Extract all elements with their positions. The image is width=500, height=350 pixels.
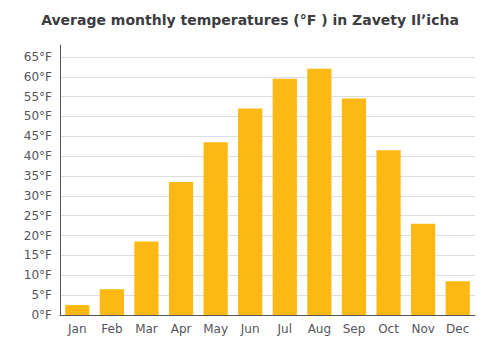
svg-text:Jan: Jan — [67, 322, 87, 336]
svg-text:Jun: Jun — [240, 322, 260, 336]
svg-text:35°F: 35°F — [24, 169, 52, 183]
svg-text:Jul: Jul — [277, 322, 292, 336]
svg-text:30°F: 30°F — [24, 189, 52, 203]
svg-text:25°F: 25°F — [24, 209, 52, 223]
svg-text:Feb: Feb — [101, 322, 122, 336]
svg-text:Aug: Aug — [308, 322, 331, 336]
svg-text:40°F: 40°F — [24, 149, 52, 163]
svg-text:May: May — [203, 322, 228, 336]
svg-text:55°F: 55°F — [24, 90, 52, 104]
svg-text:Sep: Sep — [343, 322, 366, 336]
svg-text:15°F: 15°F — [24, 248, 52, 262]
svg-text:Dec: Dec — [446, 322, 469, 336]
svg-text:50°F: 50°F — [24, 109, 52, 123]
svg-text:10°F: 10°F — [24, 268, 52, 282]
svg-text:Apr: Apr — [171, 322, 192, 336]
svg-text:60°F: 60°F — [24, 70, 52, 84]
svg-text:Nov: Nov — [411, 322, 434, 336]
svg-text:Mar: Mar — [135, 322, 158, 336]
svg-text:Oct: Oct — [378, 322, 399, 336]
svg-text:0°F: 0°F — [31, 308, 52, 322]
svg-text:45°F: 45°F — [24, 129, 52, 143]
svg-text:20°F: 20°F — [24, 229, 52, 243]
svg-text:65°F: 65°F — [24, 50, 52, 64]
svg-text:Average monthly temperatures (: Average monthly temperatures (°F ) in Za… — [41, 12, 459, 28]
svg-text:5°F: 5°F — [31, 288, 52, 302]
